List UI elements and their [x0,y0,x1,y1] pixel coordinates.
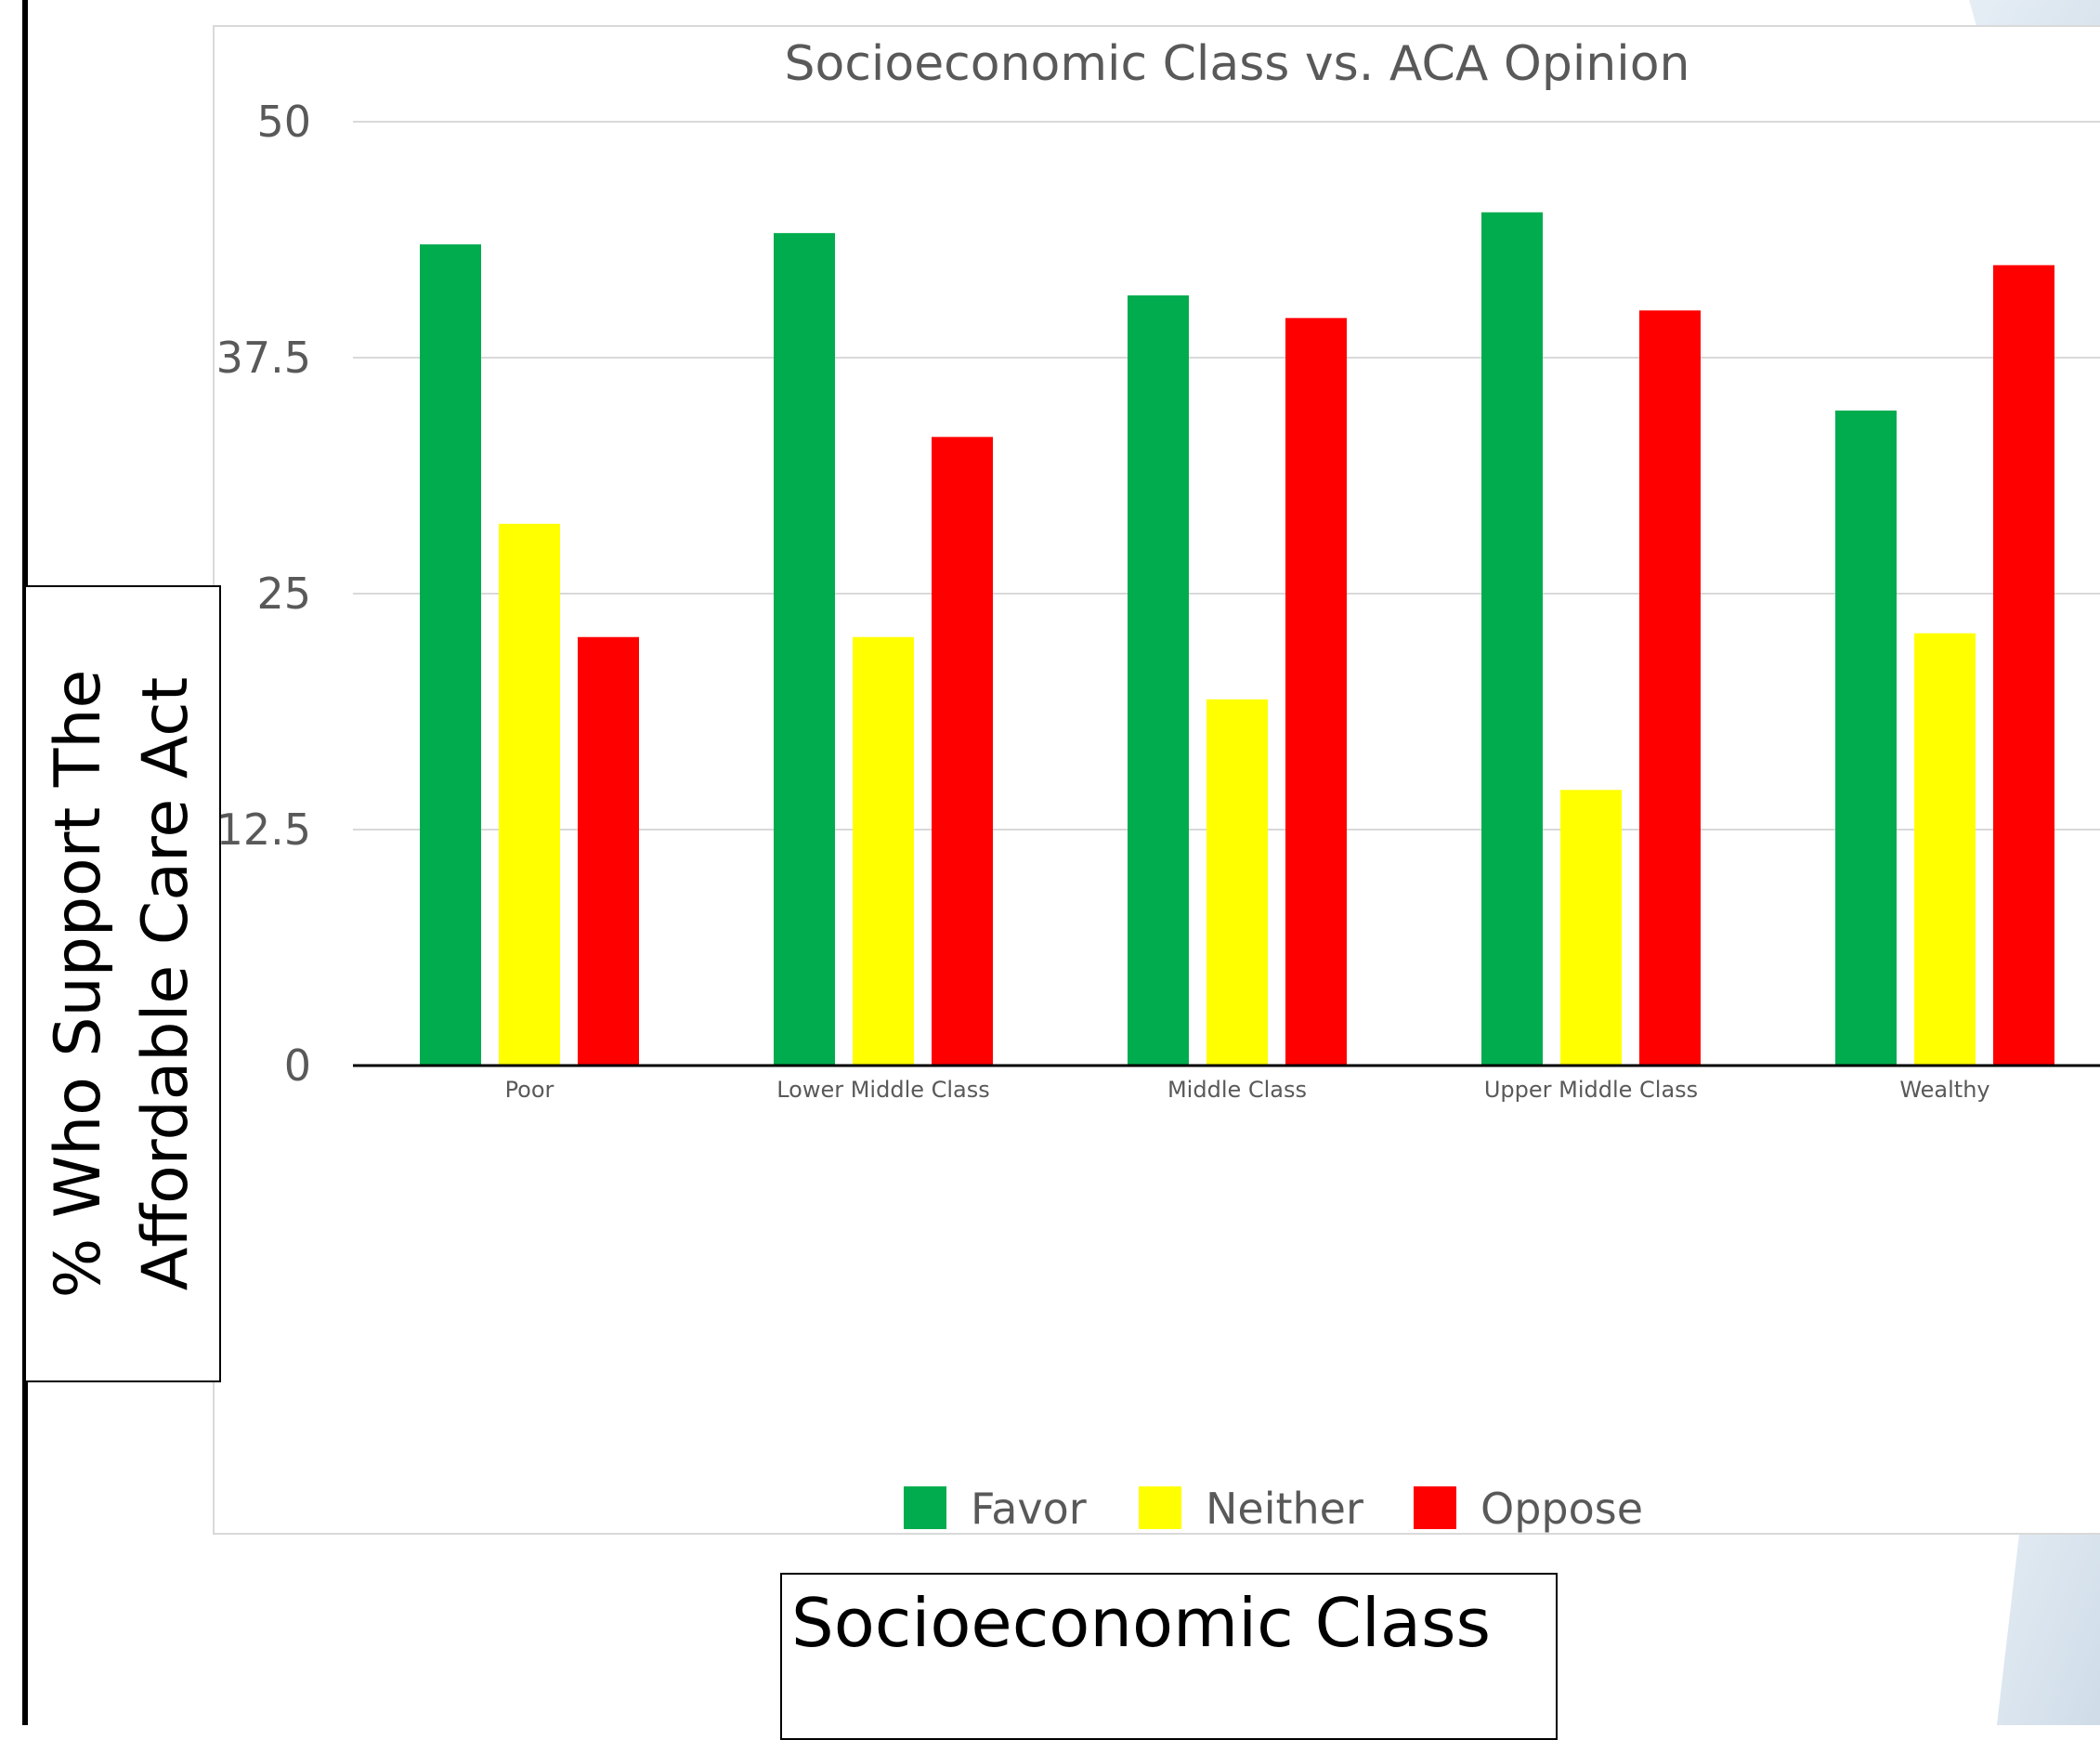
bar-favor [774,232,835,1066]
bar-neither [1207,699,1268,1066]
legend-swatch-favor [904,1486,946,1529]
y-tick-label: 37.5 [216,333,311,383]
category-labels: Poor Lower Middle Class Middle Class Upper … [505,1077,1990,1103]
y-tick-label: 0 [284,1040,311,1091]
category-label: Upper Middle Class [1484,1077,1698,1103]
y-tick-label: 50 [256,97,311,147]
bar-favor [1835,410,1897,1066]
bar-neither [853,636,914,1066]
legend-swatch-oppose [1414,1486,1456,1529]
bar-neither [1560,790,1622,1066]
bar-oppose [1993,265,2054,1066]
y-axis-label-box: % Who Support The Affordable Care Act [24,585,221,1382]
y-tick-labels: 0 12.5 25 37.5 50 [216,97,311,1091]
category-label: Wealthy [1899,1077,1989,1103]
bar-oppose [1639,310,1701,1066]
bar-neither [1914,633,1976,1066]
bar-neither [499,523,560,1066]
bar-favor [1481,212,1543,1066]
bars [420,212,2054,1066]
bar-favor [1128,294,1189,1066]
bar-oppose [578,636,639,1066]
x-axis-label-box: Socioeconomic Class [780,1573,1558,1740]
legend-label-oppose: Oppose [1480,1484,1643,1534]
legend-label-favor: Favor [971,1484,1087,1534]
y-tick-label: 25 [256,569,311,619]
x-axis-label: Socioeconomic Class [791,1584,1492,1662]
bar-oppose [932,437,993,1066]
legend-swatch-neither [1139,1486,1181,1529]
category-label: Poor [505,1077,554,1103]
legend: Favor Neither Oppose [904,1484,1643,1534]
y-tick-label: 12.5 [216,805,311,855]
bar-favor [420,244,481,1066]
category-label: Middle Class [1167,1077,1307,1103]
legend-label-neither: Neither [1206,1484,1363,1534]
y-axis-label: % Who Support The Affordable Care Act [42,669,202,1299]
category-label: Lower Middle Class [776,1077,990,1103]
chart-title: Socioeconomic Class vs. ACA Opinion [785,36,1690,92]
bar-oppose [1285,318,1347,1066]
